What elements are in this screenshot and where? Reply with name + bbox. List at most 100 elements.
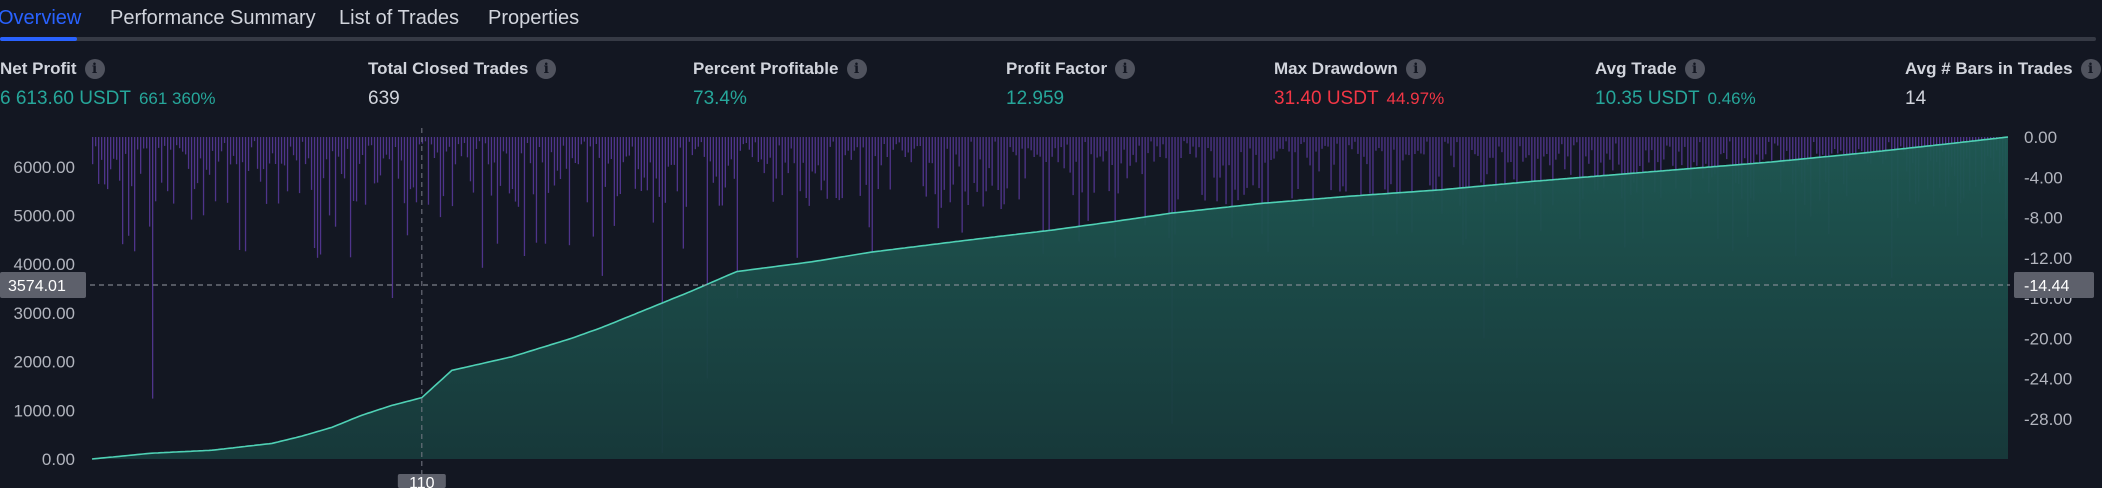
drawdown-bar — [1030, 137, 1032, 151]
drawdown-bar — [1888, 137, 1890, 143]
info-icon[interactable]: i — [1405, 59, 1426, 79]
drawdown-bar — [1411, 137, 1413, 233]
drawdown-bar — [1510, 137, 1512, 162]
drawdown-bar — [1204, 137, 1206, 201]
drawdown-bar — [1402, 137, 1404, 161]
info-icon[interactable]: i — [846, 59, 867, 79]
drawdown-bar — [119, 137, 121, 181]
drawdown-bar — [1123, 137, 1125, 150]
info-icon[interactable]: i — [1115, 59, 1136, 79]
drawdown-bar — [193, 137, 196, 190]
drawdown-bar — [607, 137, 609, 164]
drawdown-bar — [994, 137, 996, 142]
drawdown-bar — [1333, 137, 1335, 165]
metric-avg-bars: Avg # Bars in Trades i 14 — [1905, 56, 2101, 112]
drawdown-bar — [1036, 137, 1038, 155]
left-tick-label: 2000.00 — [14, 353, 75, 372]
drawdown-bar — [316, 137, 319, 258]
drawdown-bar — [1330, 137, 1332, 191]
drawdown-bar — [352, 137, 355, 201]
tab-properties[interactable]: Properties — [488, 7, 580, 29]
drawdown-bar — [1390, 137, 1392, 185]
left-tick-label: 0.00 — [42, 450, 75, 469]
tab-performance-summary[interactable]: Performance Summary — [110, 7, 316, 29]
info-icon[interactable]: i — [84, 59, 105, 79]
drawdown-bar — [1369, 137, 1371, 194]
drawdown-bar — [415, 137, 418, 203]
drawdown-bar — [241, 137, 244, 163]
drawdown-bar — [1606, 137, 1608, 154]
drawdown-bar — [637, 137, 639, 170]
drawdown-bar — [1069, 137, 1071, 173]
drawdown-bar — [418, 137, 421, 145]
drawdown-bar — [433, 137, 436, 158]
drawdown-bar — [1144, 137, 1146, 226]
drawdown-bar — [643, 137, 645, 178]
drawdown-bar — [1585, 137, 1587, 157]
info-icon[interactable]: i — [2080, 59, 2101, 79]
drawdown-bar — [1471, 137, 1473, 150]
drawdown-bar — [370, 137, 373, 146]
drawdown-bar — [1549, 137, 1551, 166]
drawdown-bar — [235, 137, 238, 165]
drawdown-bar — [895, 137, 897, 145]
drawdown-bar — [1837, 137, 1839, 154]
drawdown-bar — [1525, 137, 1527, 158]
drawdown-bar — [754, 137, 756, 143]
drawdown-bar — [1813, 137, 1815, 142]
drawdown-bar — [1501, 137, 1503, 153]
tab-underline-track — [0, 37, 2096, 41]
drawdown-bar — [1588, 137, 1590, 164]
drawdown-bar — [1024, 137, 1026, 179]
drawdown-bar — [262, 137, 265, 170]
tab-overview[interactable]: Overview — [0, 7, 82, 29]
drawdown-bar — [199, 137, 202, 159]
drawdown-bar — [922, 137, 924, 187]
drawdown-bar — [769, 137, 771, 158]
drawdown-bar — [784, 137, 786, 163]
info-icon[interactable]: i — [536, 59, 557, 79]
drawdown-bar — [403, 137, 406, 204]
tab-list-of-trades[interactable]: List of Trades — [339, 7, 460, 29]
drawdown-bar — [559, 137, 562, 179]
drawdown-bar — [1576, 137, 1578, 143]
drawdown-bar — [688, 137, 690, 142]
drawdown-bar — [1774, 137, 1776, 144]
drawdown-bar — [826, 137, 828, 199]
drawdown-bar — [1081, 137, 1083, 193]
drawdown-bar — [1456, 137, 1458, 143]
drawdown-bar — [1159, 137, 1161, 157]
drawdown-bar — [970, 137, 972, 142]
drawdown-bar — [712, 137, 714, 183]
drawdown-bar — [1666, 137, 1668, 146]
drawdown-bar — [931, 137, 933, 164]
drawdown-bar — [598, 137, 600, 158]
drawdown-bar — [1663, 137, 1665, 160]
drawdown-bar — [1051, 137, 1053, 157]
drawdown-bar — [727, 137, 729, 166]
drawdown-bar — [1711, 137, 1713, 178]
drawdown-bar — [1822, 137, 1824, 155]
drawdown-bar — [1375, 137, 1377, 151]
drawdown-bar — [223, 137, 226, 143]
drawdown-bar — [250, 137, 253, 148]
drawdown-bar — [1018, 137, 1020, 200]
drawdown-bar — [751, 137, 753, 158]
drawdown-bar — [256, 137, 259, 169]
drawdown-bar — [205, 137, 208, 170]
drawdown-bar — [508, 137, 511, 194]
drawdown-bar — [277, 137, 280, 204]
equity-drawdown-chart[interactable]: 6000.00 5000.00 4000.00 3000.00 2000.00 1000.… — [0, 128, 2102, 488]
drawdown-bar — [1870, 137, 1872, 164]
drawdown-bar — [391, 137, 394, 298]
drawdown-bar — [925, 137, 927, 197]
info-icon[interactable]: i — [1684, 59, 1705, 79]
drawdown-bar — [1015, 137, 1017, 156]
drawdown-bar — [1693, 137, 1695, 163]
drawdown-bar — [95, 137, 97, 147]
drawdown-bar — [1435, 137, 1437, 195]
drawdown-bar — [1252, 137, 1254, 186]
drawdown-bar — [1873, 137, 1875, 156]
drawdown-bar — [517, 137, 520, 207]
drawdown-bar — [131, 137, 133, 187]
